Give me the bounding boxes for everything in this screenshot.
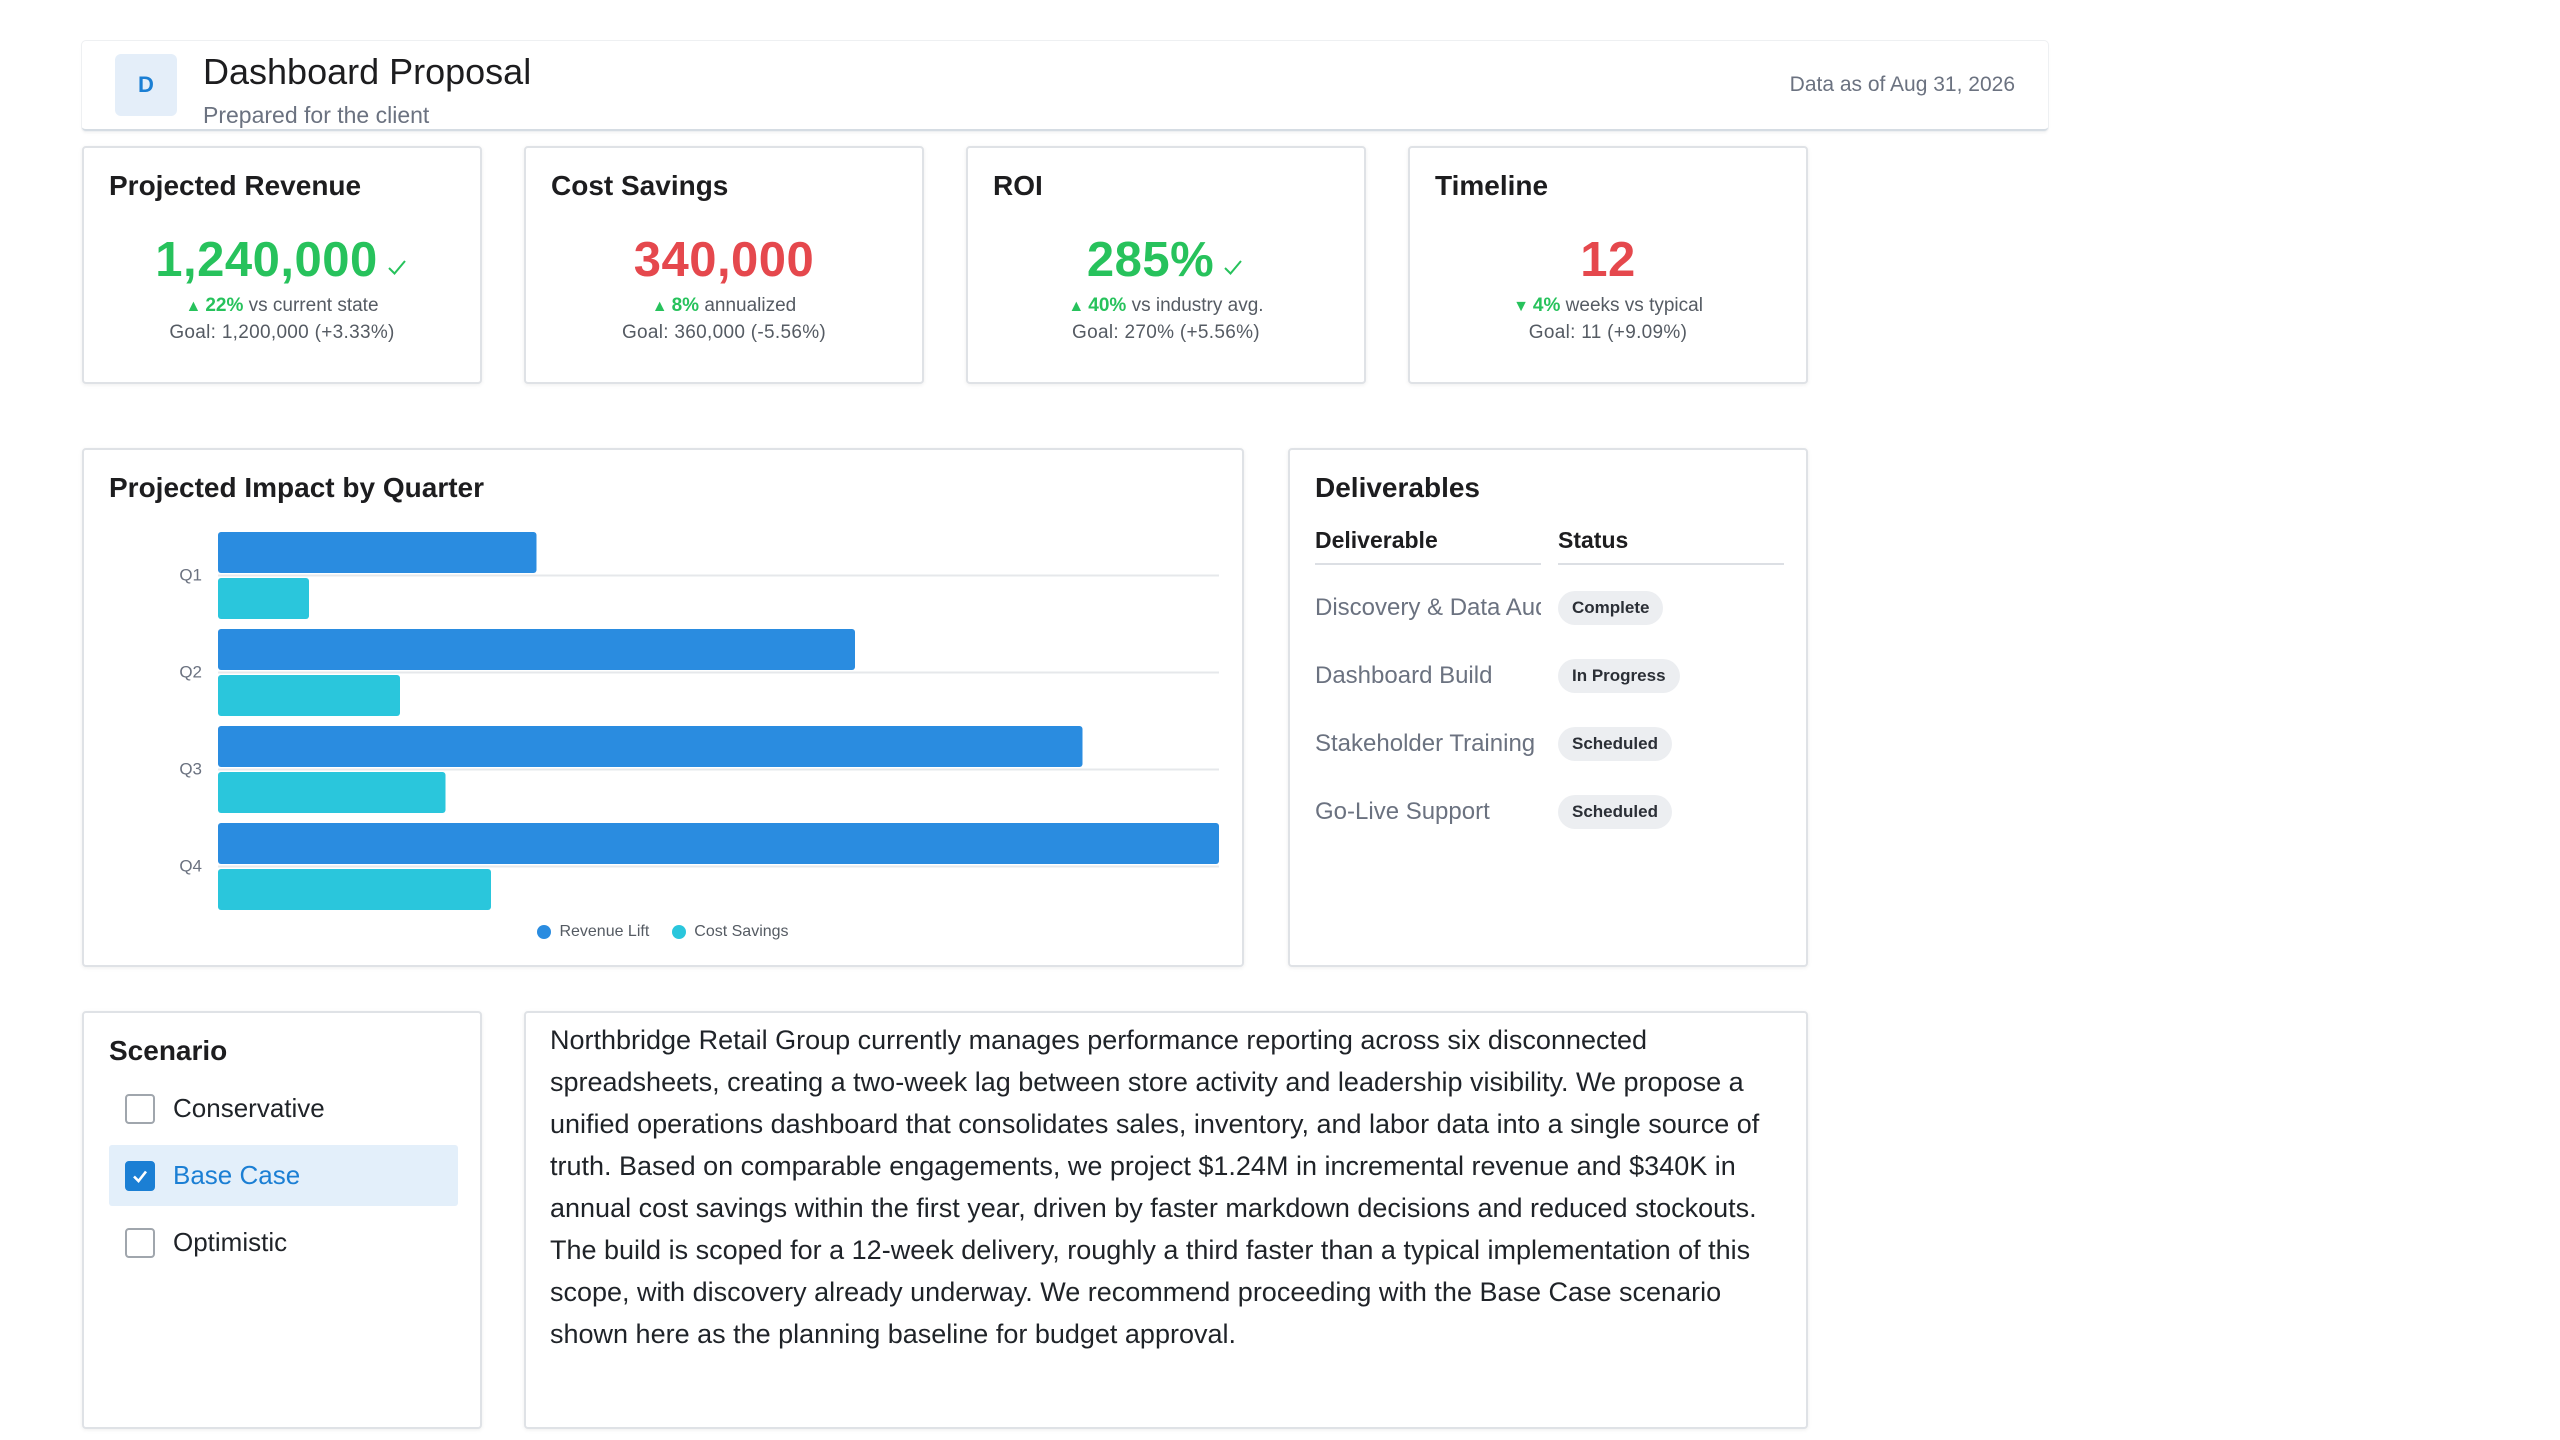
column-header-deliverable[interactable]: Deliverable: [1315, 525, 1541, 565]
y-tick-label: Q2: [179, 662, 202, 681]
kpi-value-row: 285%: [968, 232, 1364, 288]
kpi-goal: Goal: 11 (+9.09%): [1528, 322, 1688, 343]
kpi-delta-value: 8%: [671, 295, 700, 316]
deliverable-name: Stakeholder Training: [1315, 730, 1536, 757]
kpi-delta-value: 40%: [1088, 295, 1127, 316]
kpi-value: 12: [1580, 233, 1636, 287]
client-avatar: D: [115, 54, 177, 116]
deliverable-name: Go-Live Support: [1315, 798, 1490, 825]
option-label: Optimistic: [173, 1227, 288, 1257]
kpi-delta-text: vs current state: [243, 295, 379, 316]
bar-cost-savings-q3[interactable]: [218, 772, 446, 813]
table-row[interactable]: Stakeholder Training Scheduled: [1315, 710, 1784, 778]
status-badge: Scheduled: [1558, 795, 1672, 829]
scenario-option-conservative[interactable]: Conservative: [109, 1078, 458, 1139]
kpi-card-cost-savings: Cost Savings 340,000 ▲ 8% annualized Goal…: [524, 146, 924, 384]
scenario-option-optimistic[interactable]: Optimistic: [109, 1212, 458, 1273]
kpi-delta-value: 22%: [205, 295, 244, 316]
table-row[interactable]: Dashboard Build In Progress: [1315, 642, 1784, 710]
summary-card: Northbridge Retail Group currently manag…: [524, 1011, 1808, 1429]
kpi-delta: ▲ 22% vs current state: [84, 292, 480, 321]
legend-label: Cost Savings: [694, 923, 789, 940]
kpi-delta-text: annualized: [699, 295, 797, 316]
legend-dot: [672, 925, 687, 939]
table-row[interactable]: Discovery & Data Audit Complete: [1315, 574, 1784, 642]
kpi-goal: Goal: 360,000 (-5.56%): [621, 322, 827, 343]
check-icon: [1224, 260, 1242, 275]
kpi-delta-text: weeks vs typical: [1560, 295, 1703, 316]
impact-bar-chart: Q1 Q2 Q3 Q4: [179, 532, 1219, 910]
status-badge: In Progress: [1558, 659, 1680, 693]
data-as-of-label: Data as of Aug 31, 2026: [1789, 73, 2015, 96]
kpi-title: Timeline: [1435, 170, 1549, 201]
kpi-value: 340,000: [633, 233, 815, 287]
arrow-up-icon: ▲: [1068, 298, 1085, 315]
checkbox[interactable]: [125, 1093, 155, 1124]
kpi-value-row: 1,240,000: [84, 232, 480, 288]
checkbox[interactable]: [125, 1160, 155, 1191]
checkbox[interactable]: [125, 1227, 155, 1258]
kpi-delta-text: vs industry avg.: [1126, 295, 1264, 316]
kpi-title: ROI: [993, 170, 1043, 201]
kpi-delta: ▲ 8% annualized: [526, 292, 922, 321]
kpi-delta: ▼ 4% weeks vs typical: [1410, 292, 1806, 321]
legend-dot: [537, 925, 552, 939]
kpi-card-projected-revenue: Projected Revenue 1,240,000 ▲ 22% vs curr…: [82, 146, 482, 384]
deliverables-table: Deliverable Status Discovery & Data Audi…: [1315, 525, 1784, 846]
kpi-title: Projected Revenue: [109, 170, 362, 201]
deliverable-name: Dashboard Build: [1315, 662, 1493, 689]
legend-item-revenue-lift[interactable]: Revenue Lift: [537, 918, 649, 946]
page-header: D Dashboard Proposal Prepared for the cl…: [82, 41, 2048, 131]
option-label: Conservative: [173, 1093, 325, 1123]
check-icon: [388, 260, 406, 275]
column-header-status[interactable]: Status: [1558, 525, 1784, 565]
bar-revenue-lift-q1[interactable]: [218, 532, 537, 573]
chart-legend: Revenue Lift Cost Savings: [84, 918, 1242, 946]
kpi-card-timeline: Timeline 12 ▼ 4% weeks vs typical Goal: 1…: [1408, 146, 1808, 384]
bar-cost-savings-q4[interactable]: [218, 869, 491, 910]
scenario-card: Scenario Conservative Base Case Optimist…: [82, 1011, 482, 1429]
kpi-title: Cost Savings: [551, 170, 729, 201]
legend-item-cost-savings[interactable]: Cost Savings: [672, 918, 789, 946]
kpi-delta: ▲ 40% vs industry avg.: [968, 292, 1364, 321]
bar-cost-savings-q2[interactable]: [218, 675, 400, 716]
scenario-title: Scenario: [109, 1035, 228, 1066]
table-header: Deliverable Status: [1315, 525, 1784, 565]
kpi-value: 285%: [1086, 233, 1215, 287]
bar-revenue-lift-q2[interactable]: [218, 629, 855, 670]
kpi-card-roi: ROI 285% ▲ 40% vs industry avg. Goal: 270…: [966, 146, 1366, 384]
status-badge: Scheduled: [1558, 727, 1672, 761]
bar-revenue-lift-q4[interactable]: [218, 823, 1219, 864]
page-subtitle: Prepared for the client: [203, 102, 430, 128]
kpi-value: 1,240,000: [155, 233, 378, 287]
kpi-delta-value: 4%: [1532, 295, 1561, 316]
impact-chart-card: Q1 Q2 Q3 Q4 Projected Impact by Quarter Rev…: [82, 448, 1244, 967]
scenario-option-base-case[interactable]: Base Case: [109, 1145, 458, 1206]
proposal-summary-text: Northbridge Retail Group currently manag…: [550, 1025, 1760, 1349]
kpi-goal: Goal: 1,200,000 (+3.33%): [169, 322, 395, 343]
table-body: Discovery & Data Audit Complete Dashboar…: [1315, 574, 1784, 846]
y-tick-label: Q4: [179, 856, 202, 875]
status-badge: Complete: [1558, 591, 1664, 625]
y-tick-label: Q1: [179, 565, 202, 584]
y-tick-label: Q3: [179, 759, 202, 778]
arrow-up-icon: ▲: [651, 298, 668, 315]
kpi-goal: Goal: 270% (+5.56%): [1072, 322, 1260, 343]
page-title: Dashboard Proposal: [203, 51, 532, 92]
option-label: Base Case: [173, 1160, 301, 1190]
scenario-options: Conservative Base Case Optimistic: [109, 1078, 458, 1279]
bar-cost-savings-q1[interactable]: [218, 578, 309, 619]
checkmark-icon: [133, 1170, 148, 1183]
arrow-up-icon: ▲: [185, 298, 202, 315]
table-row[interactable]: Go-Live Support Scheduled: [1315, 778, 1784, 846]
arrow-down-icon: ▼: [1513, 298, 1529, 315]
deliverable-name: Discovery & Data Audit: [1315, 594, 1541, 621]
deliverables-card: Deliverables Deliverable Status Discover…: [1288, 448, 1808, 967]
deliverables-title: Deliverables: [1315, 472, 1480, 503]
legend-label: Revenue Lift: [559, 923, 650, 940]
kpi-value-row: 12: [1410, 232, 1806, 288]
chart-title: Projected Impact by Quarter: [109, 472, 485, 503]
bar-revenue-lift-q3[interactable]: [218, 726, 1083, 767]
kpi-value-row: 340,000: [526, 232, 922, 288]
